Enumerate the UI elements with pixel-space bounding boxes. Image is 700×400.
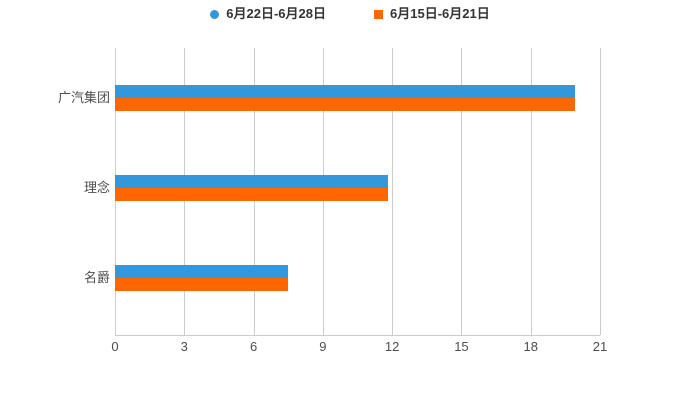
y-axis-category-label: 名爵 <box>83 270 110 285</box>
x-axis-tick-label: 6 <box>249 339 258 354</box>
x-axis-tick-label: 9 <box>319 339 327 354</box>
square-marker-icon <box>374 9 383 19</box>
gridline <box>461 48 463 335</box>
legend-item-week-jun15-21[interactable]: 6月15日-6月21日 <box>374 6 490 22</box>
x-axis-tick-label: 18 <box>523 339 538 354</box>
bar-series1[interactable] <box>115 84 575 98</box>
legend-item-week-jun22-28[interactable]: 6月22日-6月28日 <box>210 6 326 22</box>
x-axis-tick-label: 21 <box>592 339 608 354</box>
x-axis-tick-label: 0 <box>111 339 119 354</box>
bar-series1[interactable] <box>115 265 289 278</box>
y-axis-category-label: 广汽集团 <box>57 89 110 105</box>
gridline <box>600 48 601 335</box>
legend-label: 6月22日-6月28日 <box>226 6 326 21</box>
bar-series1[interactable] <box>115 175 388 188</box>
circle-marker-icon <box>210 9 220 19</box>
gridline <box>530 48 532 335</box>
x-axis-tick-label: 3 <box>180 339 188 354</box>
bar-series2[interactable] <box>115 278 289 291</box>
gridline <box>392 48 394 335</box>
legend: 6月22日-6月28日 6月15日-6月21日 <box>0 6 700 22</box>
legend-label: 6月15日-6月21日 <box>390 6 490 21</box>
y-axis-category-label: 理念 <box>83 180 110 195</box>
bar-series2[interactable] <box>115 97 575 111</box>
x-axis-tick-label: 12 <box>384 339 400 354</box>
x-axis-line <box>115 335 600 336</box>
x-axis-tick-label: 15 <box>454 339 469 354</box>
bar-series2[interactable] <box>115 188 388 201</box>
